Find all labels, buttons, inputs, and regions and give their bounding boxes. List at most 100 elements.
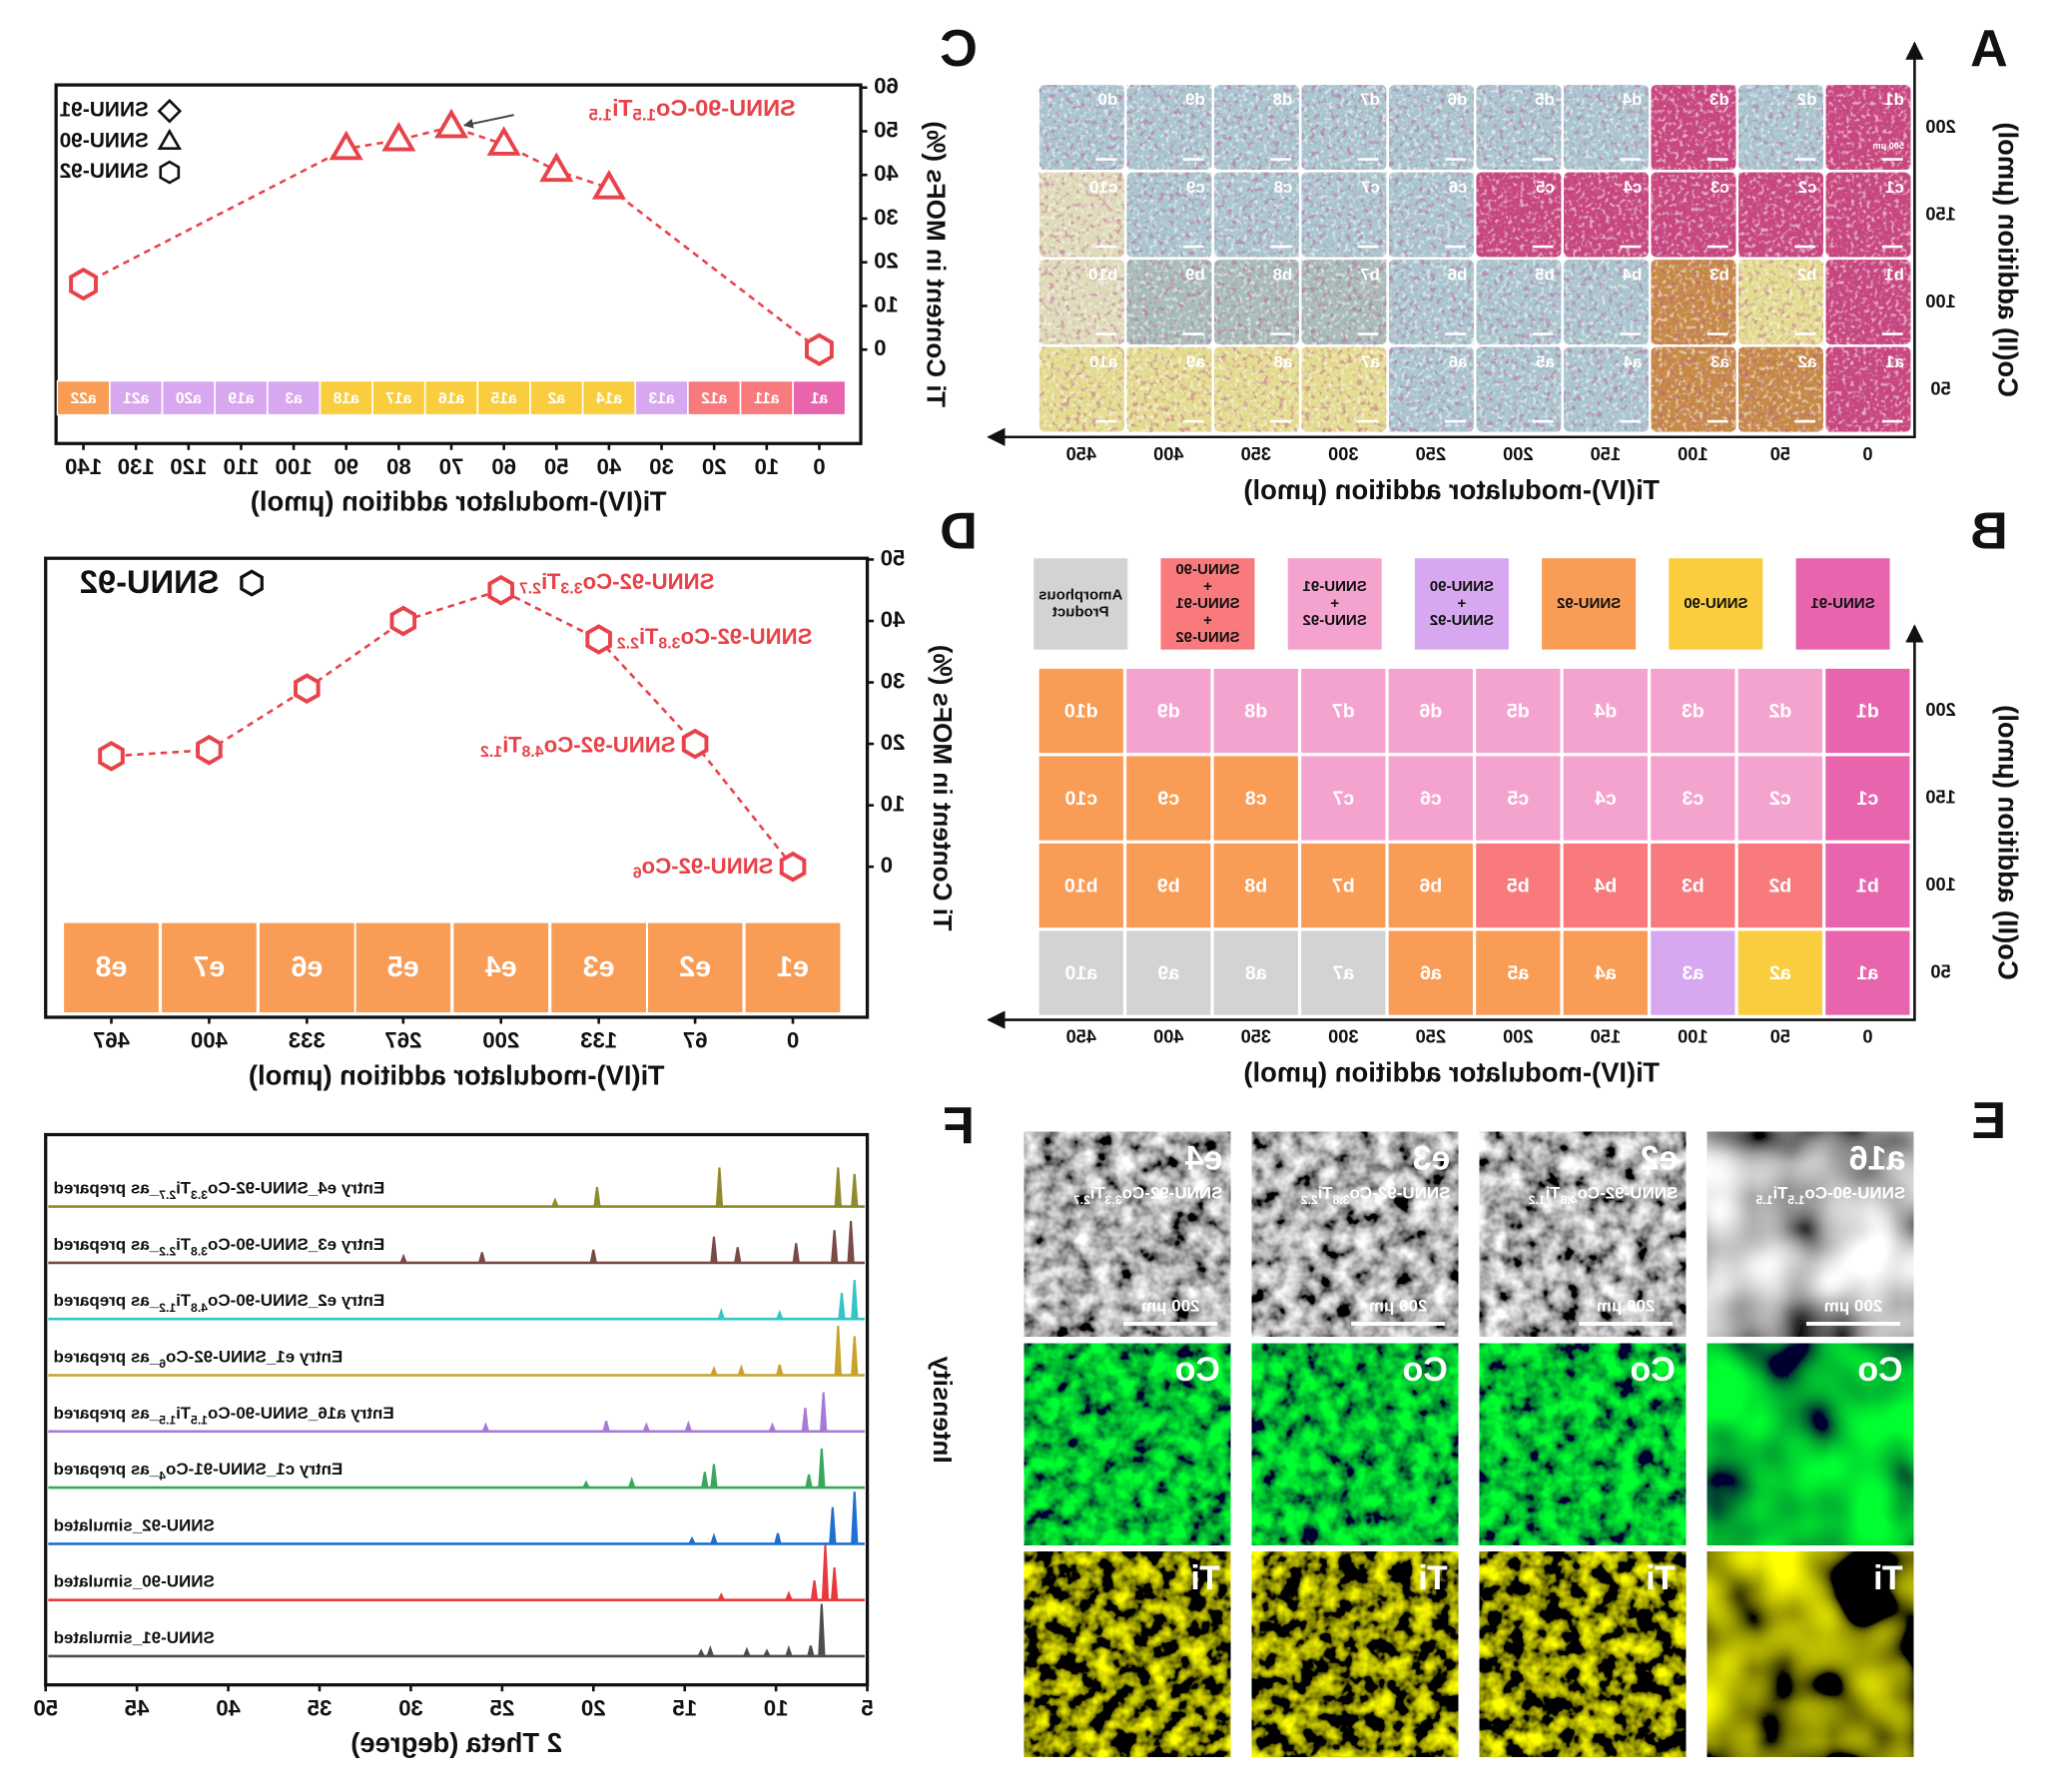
strip-cell [258,920,356,1015]
x-tick-label: 350 [1241,1026,1271,1047]
cell-label: c4 [1623,178,1642,197]
phase-cell [1823,928,1912,1017]
y-tick-label: 20 [881,730,906,755]
photo-texture [1738,260,1823,345]
data-point [329,130,363,161]
photo-texture [1126,260,1212,345]
map-label: Co [1403,1351,1448,1389]
phase-cell [1386,666,1475,756]
phase-cell [1036,666,1125,756]
text-segment: Entry e3_SNNU-90-Co [208,1235,384,1254]
cell-label: b6 [1448,265,1468,284]
photo-texture [1476,172,1562,258]
cell-label: d5 [1535,90,1555,109]
y-tick-label: 10 [874,292,899,316]
cell-label: b5 [1507,876,1530,897]
phase-cell [1474,666,1563,756]
x-tick-label: 45 [125,1695,150,1720]
diffraction-peak [821,1544,830,1600]
legend-swatch [1795,558,1890,650]
text-segment: 6 [159,1357,166,1371]
diffraction-peak [805,1474,813,1489]
photo-texture [1389,346,1474,432]
cell-label: b3 [1709,265,1729,284]
text-segment: SNNU-92-Co [583,569,715,594]
legend-swatch [1033,558,1128,650]
phase-cell [1474,754,1563,843]
text-segment: 4 [159,1470,166,1484]
x-tick-label: 30 [398,1695,423,1720]
cell-label: c5 [1536,178,1555,197]
text-segment: Entry e4_SNNU-92-Co [208,1179,384,1198]
y-tick-label: 200 [1925,116,1955,137]
data-point [294,673,321,705]
legend-label: SNNU-91 [1810,595,1874,612]
y-tick-label: 30 [881,668,906,693]
cell-label: d1 [1856,701,1879,723]
x-tick-label: 0 [1862,1026,1872,1047]
y-tick-label: 60 [874,74,899,99]
text-segment: SNNU-90-Co [656,95,796,121]
x-tick-label: 133 [580,1028,617,1053]
y-axis-title: Co(II) addition (μmol) [1993,122,2024,397]
strip-label: a21 [123,390,149,407]
phase-cell [1299,754,1388,843]
x-tick-label: 10 [764,1695,789,1720]
y-tick-label: 200 [1925,699,1955,720]
text-segment: 1.5 [589,106,613,125]
strip-label: a13 [648,390,674,407]
diffraction-peak [851,1173,859,1207]
cell-label: b2 [1768,876,1791,897]
strip-label: a16 [438,390,464,407]
cell-label: c6 [1420,788,1442,810]
x-tick-label: 250 [1416,443,1446,464]
diffraction-peak [701,1472,709,1489]
legend-label: SNNU-90 [1684,595,1747,612]
y-tick-label: 0 [881,853,893,878]
diffraction-peak [684,1420,692,1433]
legend-label: + [1457,595,1466,612]
text-segment: 1.2 [480,744,502,761]
legend-label: + [1330,595,1339,612]
legend-label: SNNU-91_simulated [54,1628,215,1647]
text-segment: 1.5 [1755,1193,1772,1207]
strip-cell [424,379,478,416]
image-texture [1706,1343,1914,1545]
phase-cell [1649,754,1737,843]
y-tick-label: 50 [881,545,906,570]
text-segment: SNNU-92_simulated [54,1516,215,1535]
sample-label: e3 [1413,1140,1451,1178]
phase-cell [1124,928,1213,1017]
image-texture [1023,1131,1231,1337]
plot-frame [44,556,870,1019]
cell-label: d7 [1332,701,1355,723]
text-segment: Ti [1546,1184,1561,1203]
diffraction-peak [801,1408,810,1432]
text-segment: 1.5 [633,106,657,125]
image-texture [1706,1131,1914,1337]
cell-label: b8 [1244,876,1267,897]
diffraction-peak [717,1592,725,1601]
cell-label: d7 [1360,90,1380,109]
cell-label: c2 [1798,178,1817,197]
strip-label: a22 [70,390,96,407]
strip-cell [549,920,648,1015]
cell-label: c7 [1361,178,1380,197]
diffraction-peak [710,1236,718,1264]
cell-label: a6 [1449,352,1468,371]
data-point [779,851,807,883]
map-label: Ti [1873,1559,1903,1597]
x-tick-label: 130 [118,454,155,479]
text-segment: _as prepared [54,1179,161,1198]
sample-formula: SNNU-90-Co1.5Ti1.5 [1755,1184,1905,1207]
text-segment: SNNU-92-Co [1122,1184,1223,1203]
x-tick-label: 50 [33,1695,58,1720]
x-tick-label: 350 [1241,443,1271,464]
cell-label: a5 [1536,352,1555,371]
x-tick-label: 100 [276,454,313,479]
strip-cell [582,379,636,416]
text-segment: Ti [1318,1184,1333,1203]
strip-label: e1 [777,951,809,983]
text-segment: Ti [176,1235,191,1254]
diffraction-peak [774,1532,782,1544]
